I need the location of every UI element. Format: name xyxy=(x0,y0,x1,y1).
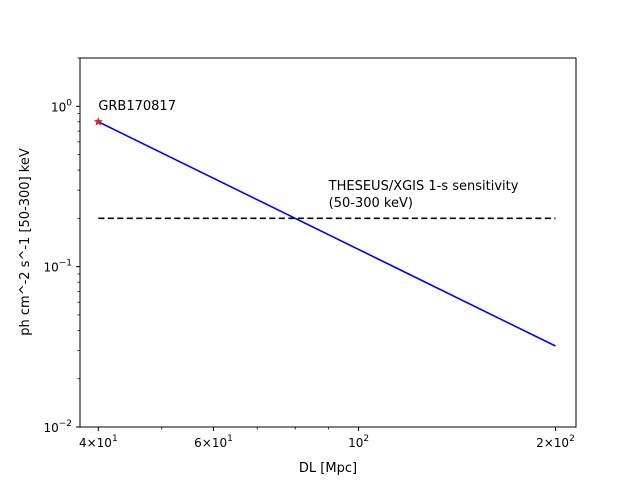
x-axis-ticks: 4×101 6×101 102 2×102 xyxy=(79,427,575,450)
flux-line xyxy=(97,121,556,347)
y-tick-label: 100 xyxy=(51,98,72,114)
y-tick-label: 10−2 xyxy=(43,419,72,435)
annotations: GRB170817 THESEUS/XGIS 1-s sensitivity (50… xyxy=(98,99,518,211)
x-tick-label: 6×101 xyxy=(194,434,233,450)
plot-area xyxy=(80,58,576,427)
plot-frame xyxy=(79,57,577,428)
series-layer xyxy=(97,121,556,347)
marker-layer xyxy=(93,116,103,126)
annotation-text: GRB170817 xyxy=(98,99,176,114)
x-tick-label: 4×101 xyxy=(79,434,118,450)
star-marker xyxy=(93,116,103,126)
annotation-text: THESEUS/XGIS 1-s sensitivity xyxy=(328,179,519,194)
y-axis-label: ph cm^-2 s^-1 [50-300] keV xyxy=(18,148,33,336)
y-tick-label: 10−1 xyxy=(43,259,72,275)
annotation-text: (50-300 keV) xyxy=(329,196,413,211)
x-axis-label: DL [Mpc] xyxy=(299,461,357,476)
x-tick-label: 102 xyxy=(348,434,369,450)
x-tick-label: 2×102 xyxy=(536,434,575,450)
y-axis-ticks: 10−2 10−1 100 xyxy=(43,57,80,435)
